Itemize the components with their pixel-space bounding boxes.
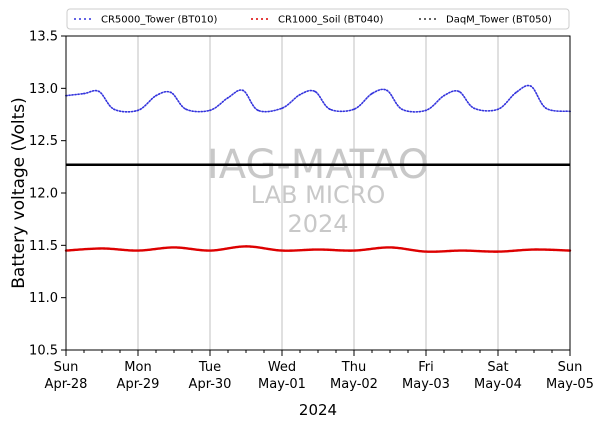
- legend-box: [66, 8, 570, 30]
- legend-marker: [261, 18, 263, 20]
- data-point: [353, 249, 355, 252]
- watermark-line2: LAB MICRO: [251, 181, 386, 209]
- x-tick-label-date: Apr-29: [117, 377, 160, 392]
- data-point: [257, 109, 259, 112]
- y-tick-label: 13.5: [29, 30, 58, 45]
- x-tick-label-day: Tue: [198, 360, 221, 375]
- data-point: [281, 249, 283, 252]
- y-tick-label: 10.5: [29, 344, 58, 359]
- legend-marker: [251, 18, 253, 20]
- data-point: [515, 91, 517, 94]
- x-tick-label-date: Apr-28: [45, 377, 88, 392]
- legend-label: CR5000_Tower (BT010): [101, 15, 217, 26]
- x-tick-label-date: May-01: [258, 377, 306, 392]
- series-line-0: [65, 84, 571, 113]
- data-point: [329, 108, 331, 111]
- data-point: [533, 248, 535, 251]
- data-point: [425, 109, 427, 112]
- y-tick-label: 13.0: [29, 82, 58, 97]
- data-point: [401, 108, 403, 111]
- y-tick-label: 11.0: [29, 291, 58, 306]
- x-tick-label-date: Apr-30: [189, 377, 232, 392]
- data-point: [137, 109, 139, 112]
- x-tick-label-day: Fri: [418, 360, 434, 375]
- y-axis-label: Battery voltage (Volts): [9, 97, 29, 288]
- data-point: [386, 89, 388, 92]
- data-point: [101, 247, 103, 250]
- legend-marker: [74, 18, 76, 20]
- x-tick-label-day: Sun: [558, 360, 583, 375]
- data-point: [473, 107, 475, 110]
- data-point: [389, 246, 391, 249]
- watermark-line3: 2024: [287, 210, 348, 238]
- y-tick-label: 12.5: [29, 134, 58, 149]
- data-point: [497, 250, 499, 253]
- legend-marker: [434, 18, 436, 20]
- x-tick-label-day: Sun: [54, 360, 79, 375]
- watermark: IAG-MATAO LAB MICRO 2024: [207, 142, 429, 238]
- data-point: [209, 109, 211, 112]
- y-axis: 10.5 11.0 11.5 12.0 12.5 13.0 13.5: [29, 30, 66, 359]
- chart-legend: CR5000_Tower (BT010) CR1000_Soil (BT040) D…: [66, 8, 570, 30]
- legend-label: DaqM_Tower (BT050): [446, 15, 552, 26]
- data-point: [137, 249, 139, 252]
- x-tick-label-day: Mon: [124, 360, 151, 375]
- grid-lines: [137, 36, 499, 350]
- x-tick-label-day: Thu: [341, 360, 366, 375]
- legend-marker: [424, 18, 426, 20]
- data-point: [209, 249, 211, 252]
- data-point: [314, 90, 316, 93]
- x-tick-label-day: Sat: [487, 360, 508, 375]
- x-axis-label: 2024: [299, 401, 337, 419]
- legend-marker: [84, 18, 86, 20]
- x-tick-label-date: May-03: [402, 377, 450, 392]
- data-point: [155, 94, 157, 97]
- legend-marker: [429, 18, 431, 20]
- x-tick-label-date: May-05: [546, 377, 594, 392]
- data-point: [497, 108, 499, 111]
- legend-marker: [419, 18, 421, 20]
- data-point: [242, 89, 244, 92]
- data-point: [317, 248, 319, 251]
- data-point: [458, 90, 460, 93]
- legend-marker: [79, 18, 81, 20]
- y-tick-label: 12.0: [29, 187, 58, 202]
- data-point: [545, 107, 547, 110]
- data-point: [185, 108, 187, 111]
- legend-marker: [266, 18, 268, 20]
- data-point: [425, 250, 427, 253]
- legend-marker: [256, 18, 258, 20]
- x-tick-label-date: May-04: [474, 377, 522, 392]
- data-point: [227, 96, 229, 99]
- series-group: [64, 84, 572, 253]
- data-point: [281, 107, 283, 110]
- data-point: [353, 108, 355, 111]
- data-point: [98, 90, 100, 93]
- data-point: [170, 91, 172, 94]
- data-point: [245, 245, 247, 248]
- x-tick-label-date: May-02: [330, 377, 378, 392]
- data-point: [530, 85, 532, 88]
- data-point: [173, 246, 175, 249]
- data-point: [299, 93, 301, 96]
- data-point: [113, 108, 115, 111]
- plot-area: IAG-MATAO LAB MICRO 2024: [64, 35, 572, 351]
- data-point: [443, 94, 445, 97]
- data-point: [83, 92, 85, 95]
- y-tick-label: 11.5: [29, 239, 58, 254]
- legend-label: CR1000_Soil (BT040): [278, 15, 384, 26]
- data-point: [371, 92, 373, 95]
- data-point: [461, 249, 463, 252]
- legend-marker: [89, 18, 91, 20]
- x-axis: Sun Apr-28 Mon Apr-29 Tue Apr-30 Wed May-01 Thu M…: [45, 350, 594, 392]
- x-tick-label-day: Wed: [268, 360, 296, 375]
